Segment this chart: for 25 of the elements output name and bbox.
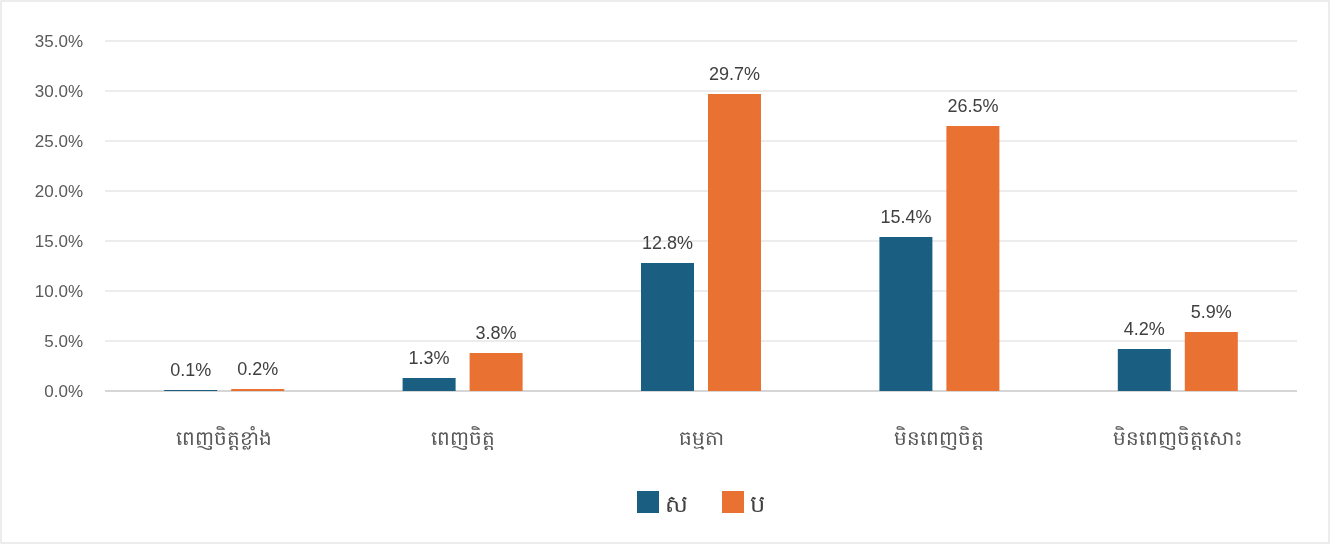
- data-label: 0.2%: [237, 359, 279, 379]
- x-tick-label: ពេញចិត្ត: [430, 425, 495, 450]
- data-label: 26.5%: [947, 96, 999, 116]
- data-label: 3.8%: [475, 323, 517, 343]
- x-tick-label: ពេញចិត្តខ្លាំង: [176, 425, 273, 450]
- x-tick-label: មិនពេញចិត្ត: [894, 425, 985, 450]
- y-tick-label: 5.0%: [44, 332, 83, 351]
- legend-label: ស: [665, 490, 688, 517]
- y-tick-label: 15.0%: [34, 232, 83, 251]
- y-tick-label: 20.0%: [34, 182, 83, 201]
- x-tick-label: ធម្មតា: [678, 427, 724, 450]
- data-label: 1.3%: [408, 348, 450, 368]
- y-tick-label: 0.0%: [44, 382, 83, 401]
- data-label: 5.9%: [1190, 302, 1232, 322]
- legend-label: ប: [750, 490, 765, 517]
- data-label: 29.7%: [708, 64, 761, 84]
- data-label: 0.1%: [170, 360, 212, 380]
- data-label: 12.8%: [641, 233, 694, 253]
- x-tick-label: មិនពេញចិត្តសោះ: [1112, 425, 1243, 450]
- data-label: 15.4%: [880, 207, 932, 227]
- y-tick-label: 35.0%: [34, 32, 83, 51]
- y-tick-label: 25.0%: [34, 132, 83, 151]
- data-label: 4.2%: [1123, 319, 1165, 339]
- y-tick-label: 30.0%: [34, 82, 83, 101]
- y-tick-label: 10.0%: [34, 282, 83, 301]
